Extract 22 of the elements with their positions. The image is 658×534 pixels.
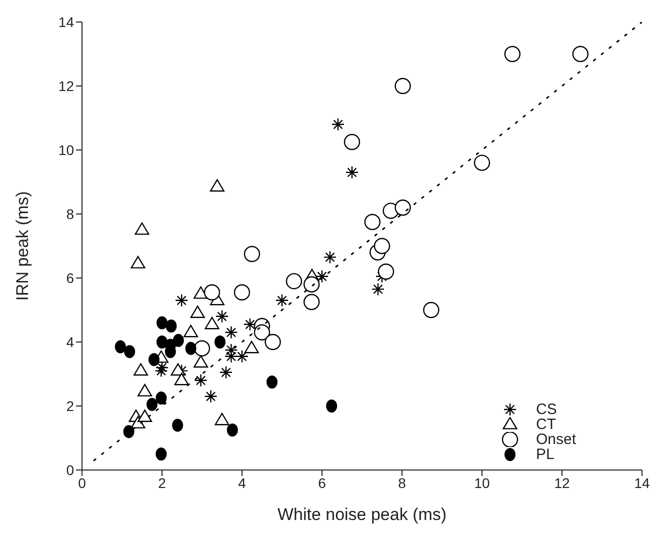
y-tick-label: 4: [66, 334, 74, 350]
y-tick-label: 6: [66, 270, 74, 286]
x-tick-label: 4: [238, 474, 246, 491]
x-axis-title: White noise peak (ms): [277, 505, 447, 524]
x-tick-label: 6: [318, 474, 326, 491]
y-tick-label: 12: [58, 78, 74, 94]
x-tick-label: 2: [158, 474, 166, 491]
y-tick-label: 10: [58, 142, 74, 158]
x-tick-label: 8: [398, 474, 406, 491]
y-tick-label: 8: [66, 206, 74, 222]
x-tick-label: 0: [78, 474, 86, 491]
y-axis-title: IRN peak (ms): [13, 191, 32, 301]
x-tick-label: 10: [474, 474, 490, 491]
x-tick-label: 14: [634, 474, 650, 491]
legend-label: CS: [536, 401, 557, 418]
legend-label: PL: [536, 446, 554, 463]
y-tick-label: 0: [66, 462, 74, 478]
legend-label: CT: [536, 416, 556, 433]
x-tick-label: 12: [554, 474, 570, 491]
y-tick-label: 2: [66, 398, 74, 414]
legend-label: Onset: [536, 431, 576, 448]
y-tick-label: 14: [58, 14, 74, 30]
